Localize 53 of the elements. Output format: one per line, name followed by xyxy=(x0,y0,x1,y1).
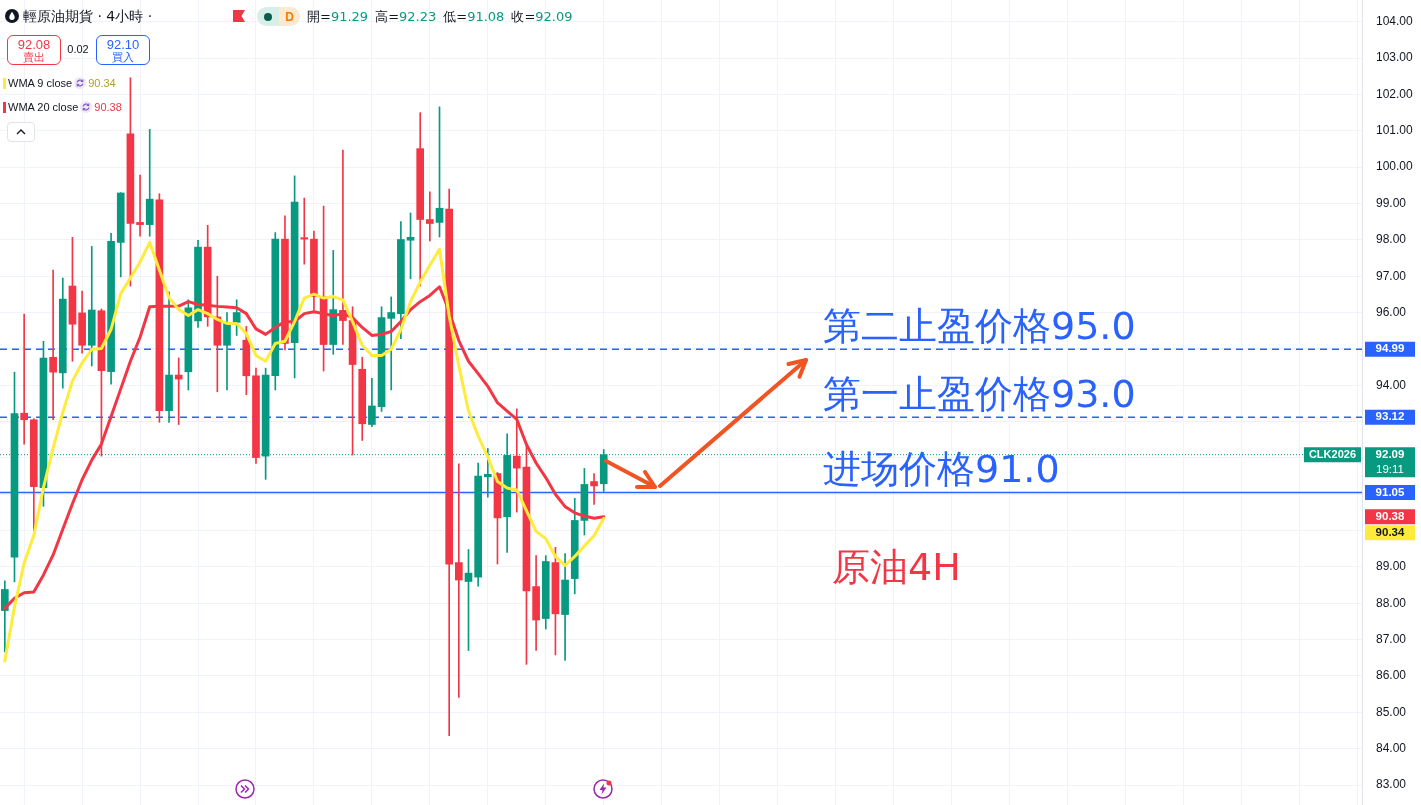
y-tick-label: 97.00 xyxy=(1376,268,1407,283)
candlestick xyxy=(512,408,521,513)
annotation: 賣出 xyxy=(22,51,46,64)
y-tick-label: 83.00 xyxy=(1376,777,1407,792)
legend-label: WMA 9 close xyxy=(8,77,73,89)
candlestick xyxy=(136,174,144,237)
y-tick-label: 100.00 xyxy=(1376,159,1414,174)
sell-button: 92.08 賣出 xyxy=(7,35,61,65)
ref-line-label: 93.12 xyxy=(1375,410,1405,423)
y-tick-label: 86.00 xyxy=(1376,668,1407,683)
ref-line-label: 91.05 xyxy=(1375,485,1405,498)
candlestick xyxy=(426,191,434,242)
y-tick-label: 104.00 xyxy=(1376,14,1414,29)
y-tick-label: 87.00 xyxy=(1376,631,1407,646)
y-tick-label: 96.00 xyxy=(1376,304,1407,319)
text: 90.34 xyxy=(1375,525,1405,538)
annotation: CLK2026 xyxy=(1308,447,1356,460)
y-tick-label: 103.00 xyxy=(1376,50,1414,65)
y-tick-label: 98.00 xyxy=(1376,232,1407,247)
annotation: 进场价格91.0 xyxy=(823,447,1060,492)
candlestick xyxy=(20,313,28,445)
annotation: 原油4H xyxy=(832,545,961,589)
y-tick-label: 89.00 xyxy=(1376,559,1407,574)
candlestick xyxy=(145,129,154,237)
legend-label: WMA 20 close xyxy=(8,101,79,113)
annotation: 第一止盈价格93.0 xyxy=(823,372,1136,417)
y-tick-label: 85.00 xyxy=(1376,704,1407,719)
candlestick xyxy=(387,296,396,391)
annotation: 90.38 xyxy=(94,101,122,113)
y-tick-label: 94.00 xyxy=(1376,377,1407,392)
candlestick xyxy=(455,463,463,698)
candlestick xyxy=(49,269,57,421)
annotation: D xyxy=(279,7,300,26)
buy-button: 92.10 買入 xyxy=(96,35,150,65)
y-tick-label: 88.00 xyxy=(1376,595,1407,610)
annotation: 買入 xyxy=(111,51,135,64)
annotation: 92.08 xyxy=(16,37,52,52)
annotation: 開=91.29 高=92.23 低=91.08 收=92.09 xyxy=(307,9,573,24)
annotation: 90.34 xyxy=(88,77,116,89)
y-tick-label: 84.00 xyxy=(1376,740,1407,755)
y-tick-label: 101.00 xyxy=(1376,123,1414,138)
annotation: 第二止盈价格95.0 xyxy=(823,304,1136,349)
candlestick xyxy=(590,473,598,505)
candlestick xyxy=(300,197,309,265)
ref-line-label: 92.09 xyxy=(1375,447,1405,460)
text: 19:11 xyxy=(1376,462,1404,475)
ref-line-label: 94.99 xyxy=(1375,342,1405,355)
annotation: 0.02 xyxy=(66,43,90,56)
y-tick-label: 102.00 xyxy=(1376,86,1414,101)
text: 輕原油期貨 · 4小時 · xyxy=(23,7,153,26)
text: 90.38 xyxy=(1375,509,1405,522)
y-tick-label: 99.00 xyxy=(1376,195,1407,210)
annotation: 92.10 xyxy=(105,37,141,52)
